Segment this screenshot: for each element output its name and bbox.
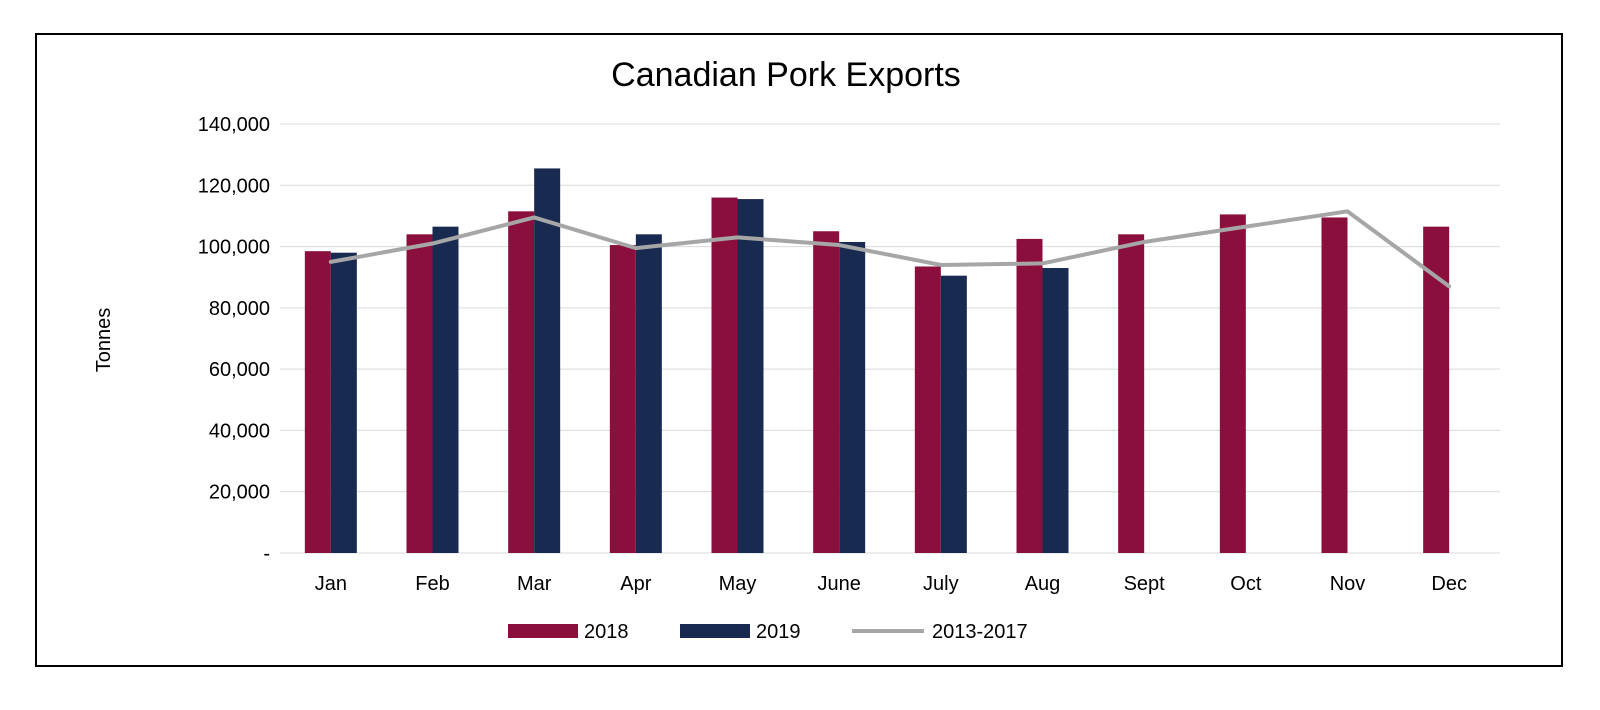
bar-2019-apr xyxy=(635,234,662,554)
bars xyxy=(304,168,1450,554)
x-tick-label: Dec xyxy=(1431,573,1467,595)
bar-2019-aug xyxy=(1042,268,1069,553)
gridlines xyxy=(280,123,1500,554)
bar-2018-july xyxy=(914,266,941,553)
bar-2018-mar xyxy=(508,211,535,553)
bar-2018-sept xyxy=(1118,234,1145,554)
x-tick-label: July xyxy=(923,573,959,595)
chart-title: Canadian Pork Exports xyxy=(611,56,961,94)
x-tick-label: Apr xyxy=(620,573,651,595)
line-series-2013-2017 xyxy=(328,209,1452,289)
x-tick-label: May xyxy=(719,573,757,595)
y-tick-label: 100,000 xyxy=(198,237,270,259)
bar-2019-may xyxy=(737,199,764,553)
bar-2018-may xyxy=(711,197,738,554)
x-tick-label: Jan xyxy=(315,573,347,595)
x-tick-label: Sept xyxy=(1124,573,1166,595)
legend: 2018 2019 2013-2017 xyxy=(508,621,1028,643)
bar-2018-aug xyxy=(1016,238,1043,554)
y-tick-label: - xyxy=(263,543,270,565)
legend-label-2019: 2019 xyxy=(756,621,801,643)
x-tick-label: Nov xyxy=(1330,573,1366,595)
chart-frame xyxy=(35,33,1563,667)
y-axis-label: Tonnes xyxy=(93,308,115,373)
legend-swatch-2018 xyxy=(508,624,578,638)
y-tick-labels: - 20,000 40,000 60,000 80,000 100,000 120,000 1… xyxy=(198,114,270,565)
y-tick-label: 40,000 xyxy=(209,420,270,442)
x-tick-label: Feb xyxy=(415,573,449,595)
x-tick-label: Mar xyxy=(517,573,552,595)
bar-2019-jan xyxy=(330,252,357,553)
bar-2018-oct xyxy=(1219,214,1246,553)
y-tick-label: 20,000 xyxy=(209,482,270,504)
bar-2018-feb xyxy=(406,234,433,554)
y-tick-label: 120,000 xyxy=(198,175,270,197)
y-tick-label: 80,000 xyxy=(209,298,270,320)
legend-swatch-2019 xyxy=(680,624,750,638)
bar-2019-july xyxy=(940,275,967,553)
y-tick-label: 60,000 xyxy=(209,359,270,381)
x-tick-label: June xyxy=(817,573,860,595)
x-tick-label: Oct xyxy=(1230,573,1262,595)
bar-2019-feb xyxy=(432,226,459,553)
bar-2019-mar xyxy=(534,168,561,554)
legend-label-2013-2017: 2013-2017 xyxy=(932,621,1028,643)
bar-2018-june xyxy=(813,231,840,553)
x-tick-label: Aug xyxy=(1025,573,1061,595)
x-tick-labels: Jan Feb Mar Apr May June July Aug Sept Oct Nov Dec xyxy=(315,573,1467,595)
bar-2018-nov xyxy=(1321,217,1348,554)
y-tick-label: 140,000 xyxy=(198,114,270,136)
bar-2018-apr xyxy=(609,245,636,553)
legend-label-2018: 2018 xyxy=(584,621,629,643)
bar-2019-june xyxy=(839,241,866,553)
bar-2018-jan xyxy=(304,251,331,554)
average-line xyxy=(328,209,1452,289)
